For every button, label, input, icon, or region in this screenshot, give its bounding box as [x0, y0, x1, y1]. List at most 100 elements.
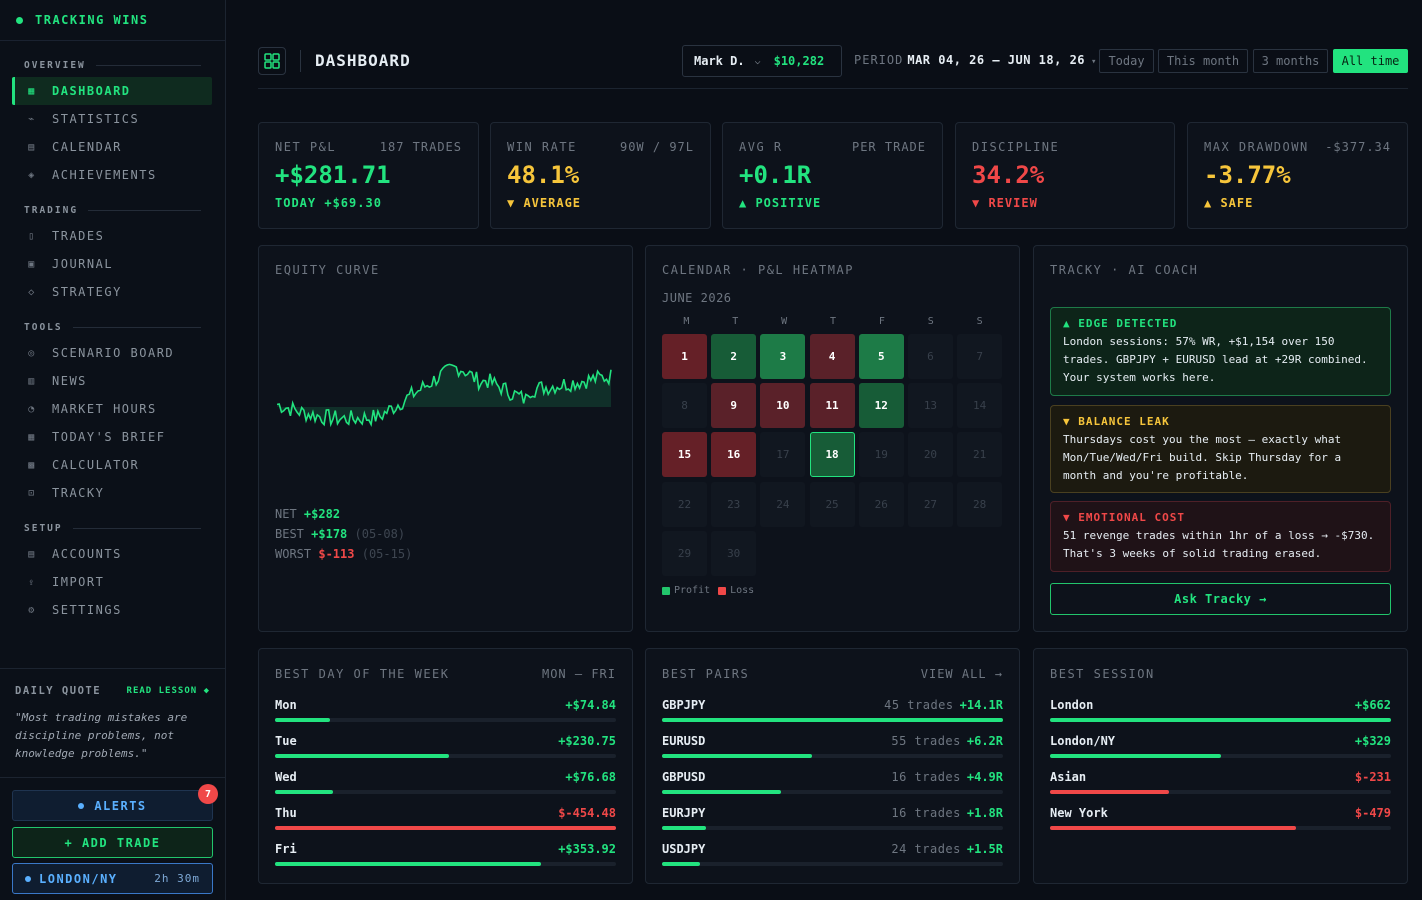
calendar-day[interactable]: 9: [711, 383, 757, 429]
session-status-button[interactable]: LONDON/NY 2h 30m: [12, 863, 213, 894]
calendar-day[interactable]: 29: [662, 530, 707, 576]
app-brand[interactable]: TRACKING WINS: [0, 0, 225, 41]
calendar-day[interactable]: 15: [662, 432, 707, 478]
coach-insight-heading: ▲ EDGE DETECTED: [1063, 317, 1178, 330]
sidebar-item-statistics[interactable]: ⌁ STATISTICS: [12, 105, 212, 133]
calendar-day[interactable]: 6: [907, 334, 953, 379]
kpi-meta: PER TRADE: [851, 140, 926, 154]
row-value-group: +$662: [1355, 698, 1391, 712]
calendar-day[interactable]: 12: [858, 383, 904, 429]
clock-icon: ◔: [28, 403, 36, 415]
row-bar-track: [275, 754, 616, 758]
row-value-group: +$353.92: [558, 842, 616, 856]
account-selector[interactable]: Mark D. ⌵ $10,282: [682, 45, 842, 77]
calendar-day[interactable]: 11: [809, 383, 855, 429]
row-value-group: 24 trades +1.5R: [891, 842, 1003, 856]
best-session-row: London +$662: [1050, 697, 1391, 722]
sidebar-item-market-hours[interactable]: ◔ MARKET HOURS: [12, 395, 212, 423]
best-pairs-row: GBPJPY 45 trades +14.1R: [662, 697, 1003, 722]
row-value-group: +$76.68: [565, 770, 616, 784]
calendar-day[interactable]: 22: [662, 481, 707, 527]
calendar-day[interactable]: 18: [809, 432, 855, 478]
calendar-day[interactable]: 10: [760, 383, 806, 429]
range-tab-all-time[interactable]: All time: [1333, 49, 1408, 73]
calendar-day[interactable]: 21: [957, 432, 1003, 478]
calendar-day[interactable]: 25: [809, 481, 855, 527]
alerts-dot-icon: [78, 802, 85, 809]
read-lesson-link[interactable]: READ LESSON ◆: [126, 686, 210, 696]
period-selector[interactable]: PERIOD MAR 04, 26 — JUN 18, 26 ▾: [854, 53, 1097, 67]
sidebar-item-achievements[interactable]: ◈ ACHIEVEMENTS: [12, 161, 212, 189]
daily-quote-title: DAILY QUOTE: [15, 685, 102, 697]
calendar-day[interactable]: 2: [711, 334, 757, 379]
range-tab-3-months[interactable]: 3 months: [1253, 49, 1328, 73]
calendar-day[interactable]: 28: [957, 481, 1003, 527]
sidebar-item-label: STRATEGY: [52, 285, 122, 299]
alerts-button[interactable]: ALERTS 7: [12, 784, 218, 821]
add-trade-button[interactable]: + ADD TRADE: [12, 827, 213, 858]
sidebar-item-trades[interactable]: ▯ TRADES: [12, 222, 212, 250]
sidebar-item-import[interactable]: ⇪ IMPORT: [12, 568, 212, 596]
calendar-day[interactable]: 17: [760, 432, 806, 478]
calendar-day[interactable]: 8: [662, 383, 707, 429]
sidebar-item-label: TRADES: [52, 229, 105, 243]
kpi-card-discipline: DISCIPLINE 34.2% ▼ REVIEW: [955, 122, 1175, 229]
range-tab-this-month[interactable]: This month: [1158, 49, 1248, 73]
calendar-day[interactable]: 27: [907, 481, 953, 527]
calendar-day[interactable]: 16: [711, 432, 757, 478]
sidebar-item-calendar[interactable]: ▤ CALENDAR: [12, 133, 212, 161]
calendar-day[interactable]: 3: [760, 334, 806, 379]
calendar-day[interactable]: 26: [858, 481, 904, 527]
row-value: +14.1R: [959, 698, 1003, 712]
candle-icon: ▯: [28, 230, 36, 242]
row-value: $-454.48: [558, 806, 616, 820]
sidebar-item-calculator[interactable]: ▩ CALCULATOR: [12, 451, 212, 479]
calendar-day[interactable]: 14: [957, 383, 1003, 429]
row-bar-track: [662, 826, 1003, 830]
row-bar-track: [275, 790, 616, 794]
coach-title: TRACKY · AI COACH: [1050, 263, 1199, 277]
calendar-day[interactable]: 7: [957, 334, 1003, 379]
view-all-pairs-link[interactable]: VIEW ALL →: [920, 667, 1003, 681]
kpi-label: AVG R: [739, 140, 783, 154]
range-tab-today[interactable]: Today: [1099, 49, 1154, 73]
calendar-day[interactable]: 5: [858, 334, 904, 379]
sidebar-item-dashboard[interactable]: ▦ DASHBOARD: [12, 77, 212, 105]
sidebar-item-accounts[interactable]: ▤ ACCOUNTS: [12, 540, 212, 568]
best-session-row: London/NY +$329: [1050, 733, 1391, 758]
best-session-panel: BEST SESSION London +$662 London/NY +$329 As…: [1033, 648, 1408, 884]
sidebar-item-strategy[interactable]: ◇ STRATEGY: [12, 278, 212, 306]
calendar-day[interactable]: 13: [907, 383, 953, 429]
sidebar-item-tracky[interactable]: ⊡ TRACKY: [12, 479, 212, 507]
weekday-label: S: [976, 316, 983, 327]
calendar-day[interactable]: 23: [711, 481, 757, 527]
row-bar-fill: [275, 754, 449, 758]
calendar-day[interactable]: 20: [907, 432, 953, 478]
equity-best-label: BEST: [275, 527, 304, 541]
best-pairs-row: EURUSD 55 trades +6.2R: [662, 733, 1003, 758]
calendar-day[interactable]: 24: [760, 481, 806, 527]
coach-insight-edge-detected: ▲ EDGE DETECTED London sessions: 57% WR, …: [1050, 307, 1391, 396]
calendar-day[interactable]: 19: [858, 432, 904, 478]
sidebar-item-today-s-brief[interactable]: ▦ TODAY'S BRIEF: [12, 423, 212, 451]
row-bar-fill: [1050, 826, 1296, 830]
row-name: Wed: [275, 770, 297, 784]
coach-insight-heading: ▼ BALANCE LEAK: [1063, 415, 1170, 428]
calendar-day[interactable]: 1: [662, 334, 707, 379]
sidebar-item-news[interactable]: ▥ NEWS: [12, 367, 212, 395]
best-session-row: New York $-479: [1050, 805, 1391, 830]
nav-section-overview: OVERVIEW: [0, 57, 225, 73]
kpi-card-win-rate: WIN RATE 90W / 97L 48.1% ▼ AVERAGE: [490, 122, 711, 229]
row-value: $-479: [1354, 806, 1391, 820]
row-value-group: $-479: [1355, 806, 1391, 820]
calendar-day[interactable]: 30: [711, 530, 757, 576]
sidebar-item-settings[interactable]: ⚙ SETTINGS: [12, 596, 212, 624]
calendar-day[interactable]: 4: [809, 334, 855, 379]
best-pairs-panel: BEST PAIRS VIEW ALL → GBPJPY 45 trades +14…: [645, 648, 1020, 884]
sidebar-item-label: TRACKY: [52, 486, 105, 500]
ask-tracky-button[interactable]: Ask Tracky →: [1050, 583, 1391, 615]
best-pairs-row: USDJPY 24 trades +1.5R: [662, 841, 1003, 866]
sidebar-item-journal[interactable]: ▣ JOURNAL: [12, 250, 212, 278]
equity-net-label: NET: [275, 507, 297, 521]
sidebar-item-scenario-board[interactable]: ◎ SCENARIO BOARD: [12, 339, 212, 367]
